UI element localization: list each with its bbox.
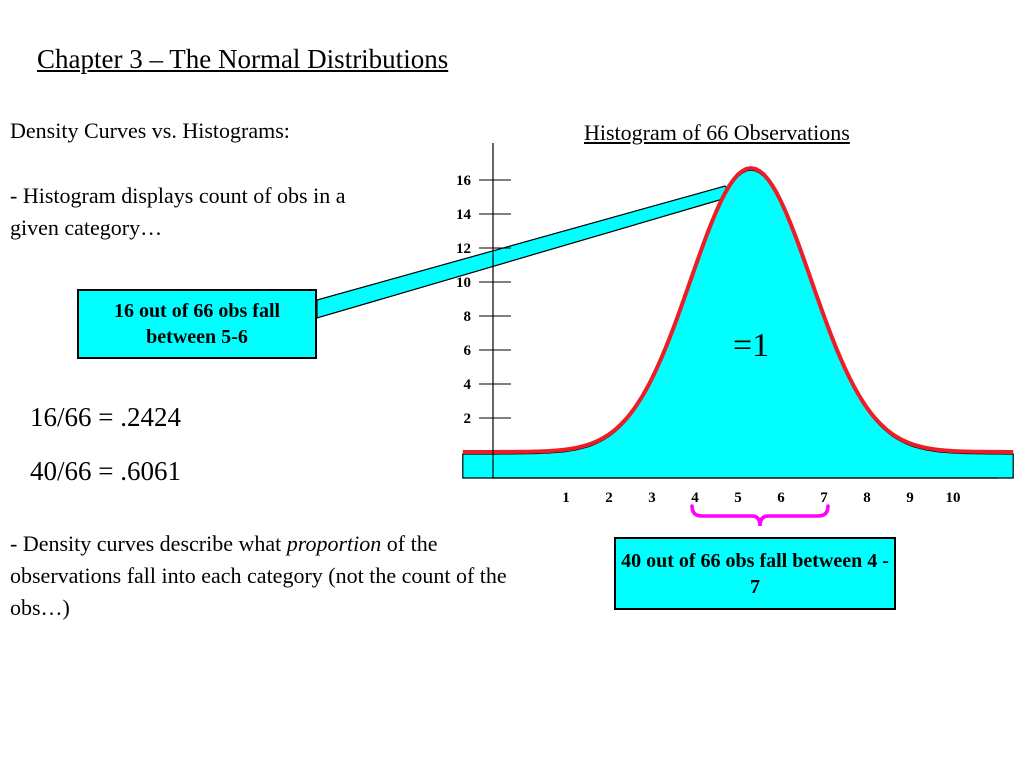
x-tick-label: 9 xyxy=(906,490,914,506)
density-bullet-prefix: - Density curves describe what xyxy=(10,531,287,556)
x-tick-label: 4 xyxy=(691,490,699,506)
y-tick-label: 4 xyxy=(464,377,472,393)
x-tick-label: 5 xyxy=(734,490,742,506)
chart-title: Histogram of 66 Observations xyxy=(584,120,850,145)
y-tick-label: 10 xyxy=(456,275,471,291)
x-tick-label: 8 xyxy=(863,490,871,506)
x-tick-label: 3 xyxy=(648,490,656,506)
callout-40-of-66: 40 out of 66 obs fall between 4 - 7 xyxy=(614,537,896,610)
callout-16-of-66: 16 out of 66 obs fall between 5-6 xyxy=(77,289,317,359)
histogram-bullet: - Histogram displays count of obs in a g… xyxy=(10,183,346,240)
density-bullet-emphasis: proportion xyxy=(286,531,382,556)
y-tick-label: 2 xyxy=(464,411,472,427)
x-tick-label: 7 xyxy=(820,490,828,506)
histogram-area xyxy=(462,169,1014,479)
y-tick-label: 14 xyxy=(456,207,472,223)
total-area-label: =1 xyxy=(733,327,769,364)
range-brace xyxy=(690,504,830,527)
x-tick-label: 1 xyxy=(562,490,570,506)
y-tick-label: 6 xyxy=(464,343,472,359)
x-tick-label: 6 xyxy=(777,490,785,506)
callout-leader-line xyxy=(316,185,735,319)
x-tick-label: 10 xyxy=(946,490,961,506)
x-ticks: 1 2 3 4 5 6 7 8 9 10 xyxy=(562,490,960,506)
equation-40-of-66: 40/66 = .6061 xyxy=(30,456,181,486)
density-bullet-suffix: of the observations fall into each categ… xyxy=(10,531,507,620)
y-ticks: 2 4 6 8 10 12 14 16 xyxy=(456,173,511,427)
x-tick-label: 2 xyxy=(605,490,613,506)
y-tick-label: 8 xyxy=(464,309,472,325)
density-curve xyxy=(462,166,1014,454)
y-tick-label: 16 xyxy=(456,173,472,189)
slide-title: Chapter 3 – The Normal Distributions xyxy=(37,44,449,74)
section-heading: Density Curves vs. Histograms: xyxy=(10,118,290,143)
y-tick-label: 12 xyxy=(456,241,471,257)
density-curve-bullet: - Density curves describe what proportio… xyxy=(10,528,510,624)
equation-16-of-66: 16/66 = .2424 xyxy=(30,402,181,432)
